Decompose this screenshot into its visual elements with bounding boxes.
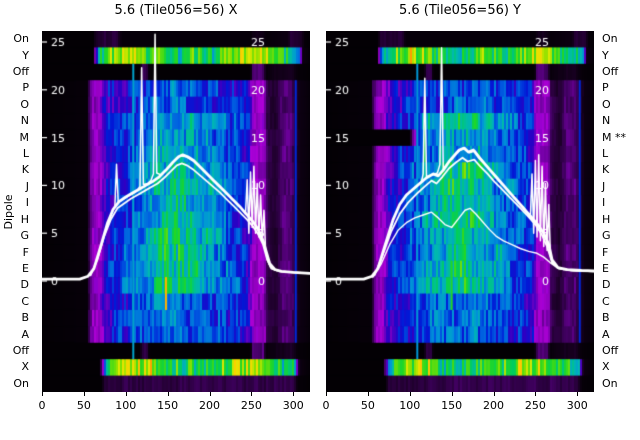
row-label-right-1: Y (602, 48, 609, 62)
x-tick-mark (125, 392, 127, 396)
x-tick-mark (326, 392, 327, 396)
row-label-right-4: O (602, 97, 611, 111)
x-tick-mark (209, 392, 211, 396)
row-label-left-14: E (22, 261, 29, 275)
x-tick-mark (42, 392, 43, 396)
row-label-left-2: Off (12, 65, 29, 79)
row-label-right-21: On (602, 376, 618, 390)
row-label-left-13: F (22, 245, 29, 259)
x-tick-mark (251, 392, 253, 396)
row-label-right-10: I (602, 196, 606, 210)
panel-title-y: 5.6 (Tile056=56) Y (398, 3, 522, 18)
x-tick-label-panel1: 50 (360, 399, 375, 412)
row-label-left-16: C (21, 294, 29, 308)
x-tick-mark (409, 392, 411, 396)
row-label-right-7: L (602, 147, 609, 161)
x-tick-mark (493, 392, 495, 396)
x-tick-label-panel0: 300 (282, 399, 304, 412)
x-tick-label-panel1: 200 (483, 399, 504, 412)
x-tick-mark (367, 392, 369, 396)
row-label-left-11: H (20, 212, 29, 226)
x-tick-label-panel0: 200 (199, 399, 220, 412)
x-tick-label-panel1: 100 (399, 399, 421, 412)
x-tick-label-panel0: 150 (157, 399, 179, 412)
row-label-right-19: Off (602, 343, 619, 357)
row-label-left-20: X (21, 360, 29, 374)
row-label-right-17: B (602, 311, 610, 325)
x-tick-mark (577, 392, 579, 396)
row-label-right-6: M ** (602, 130, 626, 144)
row-label-left-21: On (13, 376, 29, 390)
x-tick-label-panel0: 250 (240, 399, 262, 412)
x-tick-label-panel0: 50 (76, 399, 91, 412)
row-label-left-5: N (20, 114, 29, 128)
heatmap-panel-x (42, 31, 310, 392)
row-label-right-3: P (602, 81, 609, 95)
row-label-left-17: B (21, 311, 29, 325)
row-label-right-13: F (602, 245, 609, 259)
row-label-left-15: D (20, 278, 29, 292)
row-label-left-8: K (21, 163, 29, 177)
row-label-right-5: N (602, 114, 611, 128)
row-label-right-9: J (602, 179, 606, 193)
row-label-right-11: H (602, 212, 611, 226)
x-tick-label-panel1: 150 (441, 399, 463, 412)
row-label-left-4: O (20, 97, 29, 111)
row-label-right-2: Off (602, 65, 619, 79)
panel-title-x: 5.6 (Tile056=56) X (114, 3, 238, 18)
row-label-left-7: L (22, 147, 29, 161)
x-tick-label-panel0: 100 (115, 399, 137, 412)
row-label-right-15: D (602, 278, 611, 292)
x-tick-label-panel0: 0 (38, 399, 46, 412)
row-label-right-12: G (602, 229, 611, 243)
row-label-left-9: J (25, 179, 29, 193)
x-tick-label-panel1: 300 (566, 399, 588, 412)
row-label-right-18: A (602, 327, 610, 341)
row-label-right-14: E (602, 261, 609, 275)
row-label-right-0: On (602, 32, 618, 46)
row-label-left-0: On (13, 32, 29, 46)
x-tick-label-panel1: 250 (524, 399, 546, 412)
row-label-right-16: C (602, 294, 610, 308)
row-label-right-20: X (602, 360, 610, 374)
x-tick-mark (167, 392, 169, 396)
row-label-right-8: K (602, 163, 610, 177)
row-label-left-18: A (21, 327, 29, 341)
x-tick-mark (451, 392, 453, 396)
row-label-left-12: G (20, 229, 29, 243)
heatmap-panel-y (326, 31, 594, 392)
row-label-left-6: M (19, 130, 30, 144)
row-label-left-10: I (25, 196, 29, 210)
x-tick-mark (535, 392, 537, 396)
x-tick-mark (83, 392, 85, 396)
row-label-left-3: P (22, 81, 29, 95)
x-tick-label-panel1: 0 (322, 399, 330, 412)
x-tick-mark (293, 392, 295, 396)
row-label-left-1: Y (22, 48, 29, 62)
row-label-left-19: Off (12, 343, 29, 357)
